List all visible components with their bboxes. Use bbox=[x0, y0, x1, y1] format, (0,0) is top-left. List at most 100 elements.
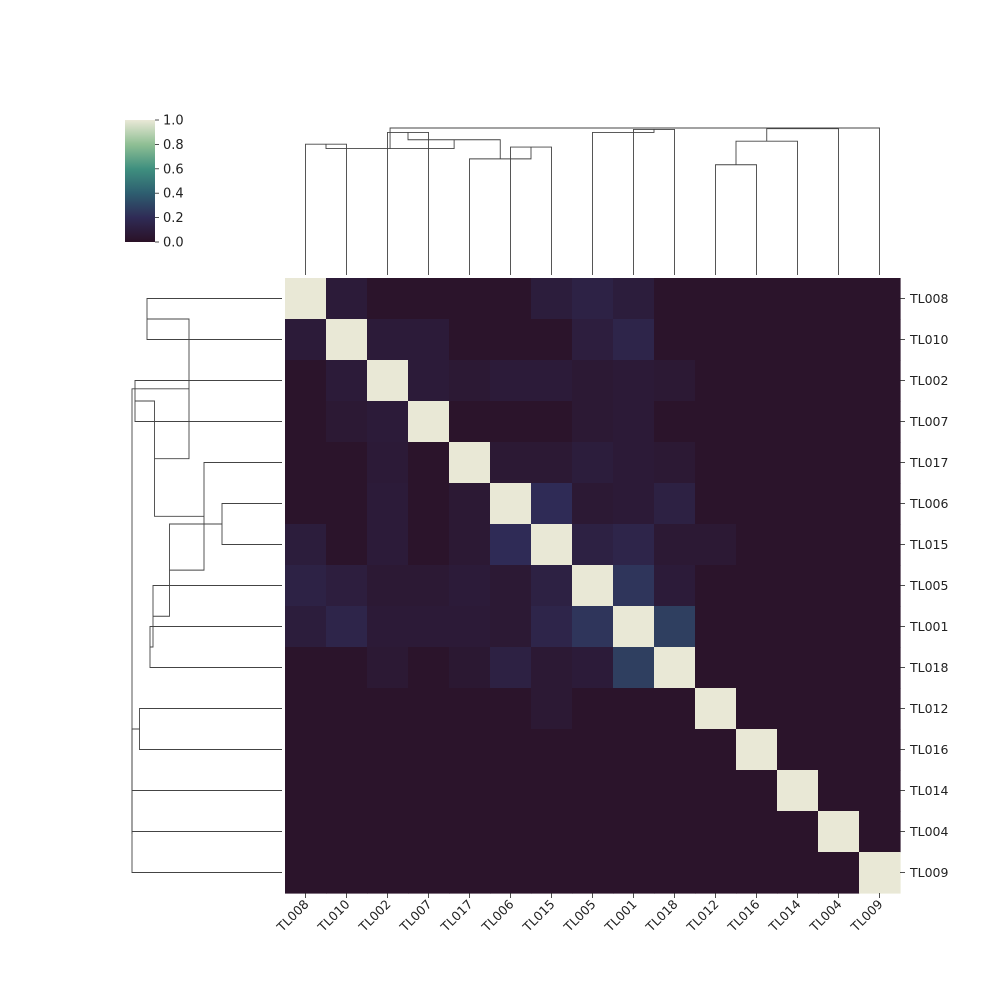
heatmap-cell-TL006-TL012 bbox=[695, 483, 737, 525]
row-tick-label: TL015 bbox=[909, 537, 948, 552]
heatmap-cell-TL009-TL009 bbox=[859, 852, 901, 894]
heatmap-cell-TL014-TL007 bbox=[408, 770, 450, 812]
heatmap-cell-TL018-TL017 bbox=[449, 647, 491, 689]
heatmap-cell-TL007-TL008 bbox=[285, 401, 327, 443]
heatmap-cell-TL004-TL002 bbox=[367, 811, 409, 853]
heatmap-cell-TL002-TL006 bbox=[490, 360, 532, 402]
heatmap-cell-TL009-TL010 bbox=[326, 852, 368, 894]
heatmap-cell-TL002-TL017 bbox=[449, 360, 491, 402]
heatmap-cell-TL015-TL005 bbox=[572, 524, 614, 566]
heatmap-cell-TL007-TL010 bbox=[326, 401, 368, 443]
heatmap-cell-TL007-TL005 bbox=[572, 401, 614, 443]
heatmap-cell-TL016-TL005 bbox=[572, 729, 614, 771]
heatmap-cell-TL006-TL001 bbox=[613, 483, 655, 525]
heatmap-cell-TL012-TL014 bbox=[777, 688, 819, 730]
column-dendrogram-link bbox=[389, 127, 842, 149]
heatmap-cell-TL018-TL012 bbox=[695, 647, 737, 689]
row-tick-label: TL017 bbox=[909, 455, 948, 470]
heatmap-cell-TL015-TL016 bbox=[736, 524, 778, 566]
heatmap-cell-TL006-TL017 bbox=[449, 483, 491, 525]
colorbar-tick-label: 0.6 bbox=[163, 162, 184, 177]
heatmap-cell-TL004-TL015 bbox=[531, 811, 573, 853]
heatmap-cell-TL004-TL014 bbox=[777, 811, 819, 853]
heatmap-cell-TL008-TL016 bbox=[736, 278, 778, 320]
heatmap-cell-TL010-TL002 bbox=[367, 319, 409, 361]
heatmap-cell-TL017-TL016 bbox=[736, 442, 778, 484]
heatmap-cell-TL002-TL012 bbox=[695, 360, 737, 402]
heatmap-cell-TL005-TL012 bbox=[695, 565, 737, 607]
heatmap-cell-TL006-TL007 bbox=[408, 483, 450, 525]
heatmap-cell-TL017-TL018 bbox=[654, 442, 696, 484]
heatmap-cell-TL012-TL009 bbox=[859, 688, 901, 730]
row-tick-label: TL007 bbox=[909, 414, 948, 429]
heatmap-cell-TL018-TL004 bbox=[818, 647, 860, 689]
col-tick-label: TL017 bbox=[437, 897, 476, 936]
column-dendrogram-link bbox=[387, 131, 429, 275]
heatmap-cell-TL002-TL007 bbox=[408, 360, 450, 402]
heatmap-cell-TL017-TL005 bbox=[572, 442, 614, 484]
heatmap-cell-TL007-TL017 bbox=[449, 401, 491, 443]
row-tick-label: TL012 bbox=[909, 701, 948, 716]
heatmap-cell-TL014-TL001 bbox=[613, 770, 655, 812]
heatmap-cell-TL006-TL016 bbox=[736, 483, 778, 525]
heatmap-cell-TL005-TL015 bbox=[531, 565, 573, 607]
heatmap-cell-TL001-TL008 bbox=[285, 606, 327, 648]
heatmap-cell-TL006-TL008 bbox=[285, 483, 327, 525]
heatmap-cell-TL014-TL015 bbox=[531, 770, 573, 812]
heatmap-cell-TL012-TL001 bbox=[613, 688, 655, 730]
heatmap-cell-TL014-TL018 bbox=[654, 770, 696, 812]
heatmap-cell-TL001-TL005 bbox=[572, 606, 614, 648]
heatmap-cell-TL008-TL017 bbox=[449, 278, 491, 320]
heatmap-cell-TL015-TL017 bbox=[449, 524, 491, 566]
heatmap-cell-TL008-TL008 bbox=[285, 278, 327, 320]
col-tick-label: TL007 bbox=[396, 897, 435, 936]
heatmap-cell-TL012-TL007 bbox=[408, 688, 450, 730]
heatmap-cell-TL001-TL014 bbox=[777, 606, 819, 648]
row-tick-label: TL010 bbox=[909, 332, 949, 347]
heatmap-cell-TL007-TL015 bbox=[531, 401, 573, 443]
heatmap-cell-TL017-TL015 bbox=[531, 442, 573, 484]
heatmap-cell-TL010-TL007 bbox=[408, 319, 450, 361]
heatmap-cell-TL017-TL012 bbox=[695, 442, 737, 484]
heatmap-cell-TL007-TL002 bbox=[367, 401, 409, 443]
heatmap-cell-TL014-TL017 bbox=[449, 770, 491, 812]
heatmap-cell-TL016-TL010 bbox=[326, 729, 368, 771]
heatmap-cell-TL016-TL014 bbox=[777, 729, 819, 771]
heatmap-cell-TL005-TL009 bbox=[859, 565, 901, 607]
heatmap-cell-TL005-TL010 bbox=[326, 565, 368, 607]
heatmap-cell-TL018-TL018 bbox=[654, 647, 696, 689]
row-tick-label: TL008 bbox=[909, 291, 949, 306]
heatmap-cell-TL008-TL001 bbox=[613, 278, 655, 320]
heatmap-cell-TL009-TL004 bbox=[818, 852, 860, 894]
heatmap-cell-TL004-TL005 bbox=[572, 811, 614, 853]
heatmap-cell-TL010-TL014 bbox=[777, 319, 819, 361]
row-dendrogram bbox=[131, 298, 282, 873]
heatmap-cell-TL008-TL015 bbox=[531, 278, 573, 320]
heatmap-cell-TL012-TL012 bbox=[695, 688, 737, 730]
heatmap-cell-TL010-TL018 bbox=[654, 319, 696, 361]
row-tick-label: TL016 bbox=[909, 742, 949, 757]
heatmap-cell-TL004-TL016 bbox=[736, 811, 778, 853]
heatmap-cell-TL014-TL002 bbox=[367, 770, 409, 812]
col-tick-label: TL005 bbox=[560, 897, 599, 936]
heatmap-cell-TL009-TL007 bbox=[408, 852, 450, 894]
heatmap-cell-TL001-TL010 bbox=[326, 606, 368, 648]
row-dendrogram-link bbox=[221, 503, 282, 545]
heatmap-cell-TL006-TL005 bbox=[572, 483, 614, 525]
col-tick-label: TL009 bbox=[847, 896, 886, 935]
heatmap-cell-TL008-TL010 bbox=[326, 278, 368, 320]
heatmap-cell-TL014-TL005 bbox=[572, 770, 614, 812]
row-tick-label: TL009 bbox=[909, 865, 949, 880]
heatmap-grid bbox=[285, 278, 901, 894]
column-dendrogram-link bbox=[469, 147, 532, 275]
heatmap-cell-TL018-TL002 bbox=[367, 647, 409, 689]
heatmap-cell-TL004-TL012 bbox=[695, 811, 737, 853]
heatmap-cell-TL001-TL018 bbox=[654, 606, 696, 648]
heatmap-cell-TL015-TL002 bbox=[367, 524, 409, 566]
heatmap-cell-TL016-TL012 bbox=[695, 729, 737, 771]
heatmap-cell-TL016-TL017 bbox=[449, 729, 491, 771]
heatmap-cell-TL010-TL010 bbox=[326, 319, 368, 361]
row-tick-label: TL014 bbox=[909, 783, 949, 798]
heatmap-cell-TL016-TL004 bbox=[818, 729, 860, 771]
heatmap-cell-TL005-TL004 bbox=[818, 565, 860, 607]
